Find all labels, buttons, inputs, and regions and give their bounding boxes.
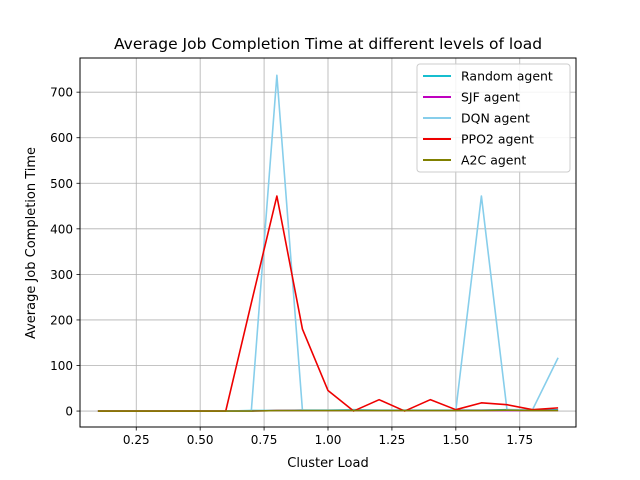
y-tick-label: 600 bbox=[50, 131, 73, 145]
legend-box bbox=[416, 63, 571, 173]
x-tick-label: 1.25 bbox=[379, 433, 406, 447]
x-tick-label: 0.50 bbox=[187, 433, 214, 447]
y-tick-label: 200 bbox=[50, 313, 73, 327]
series-lines bbox=[97, 74, 559, 412]
y-tick-label: 300 bbox=[50, 268, 73, 282]
legend: Random agent SJF agent DQN agent PPO2 agent… bbox=[416, 63, 571, 173]
y-tick-label: 400 bbox=[50, 222, 73, 236]
y-tick-label: 0 bbox=[65, 405, 73, 419]
x-axis-label: Cluster Load bbox=[287, 456, 368, 471]
legend-label-sjf-agent: SJF agent bbox=[461, 90, 520, 105]
y-axis-label: Average Job Completion Time bbox=[24, 147, 39, 339]
x-tick-label: 1.75 bbox=[506, 433, 533, 447]
chart-title: Average Job Completion Time at different… bbox=[114, 35, 542, 53]
x-tick-label: 1.50 bbox=[442, 433, 469, 447]
x-tick-label: 0.25 bbox=[123, 433, 150, 447]
legend-label-ppo2-agent: PPO2 agent bbox=[461, 132, 534, 147]
legend-label-a2c-agent: A2C agent bbox=[461, 153, 526, 168]
y-tick-label: 700 bbox=[50, 86, 73, 100]
y-tick-label: 500 bbox=[50, 177, 73, 191]
x-tick-label: 1.00 bbox=[315, 433, 342, 447]
axis-ticks: 0.25 0.50 0.75 1.00 1.25 1.50 1.75 0 100 200 300 40… bbox=[50, 86, 533, 447]
legend-label-dqn-agent: DQN agent bbox=[461, 111, 530, 126]
series-line-a2c-agent bbox=[97, 409, 559, 412]
y-tick-label: 100 bbox=[50, 359, 73, 373]
legend-label-random-agent: Random agent bbox=[461, 69, 553, 84]
x-tick-label: 0.75 bbox=[251, 433, 278, 447]
